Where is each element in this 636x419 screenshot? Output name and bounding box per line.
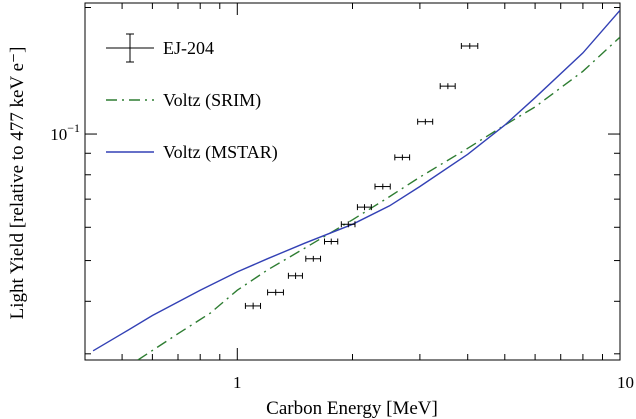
- legend-label: Voltz (MSTAR): [163, 142, 278, 163]
- series-lines: [92, 9, 620, 360]
- data-point: [340, 221, 356, 228]
- legend-entry: Voltz (SRIM): [106, 90, 261, 111]
- data-points: [244, 42, 479, 310]
- data-point: [287, 272, 303, 279]
- legend: EJ-204 Voltz (SRIM) Voltz (MSTAR): [106, 33, 278, 163]
- legend-entry: Voltz (MSTAR): [106, 142, 278, 163]
- x-axis-label: Carbon Energy [MeV]: [266, 398, 438, 419]
- x-tick-label: 10: [617, 373, 634, 392]
- x-tick-label: 1: [233, 373, 242, 392]
- data-point: [439, 83, 456, 90]
- series-line-2: [92, 9, 620, 352]
- data-point: [244, 302, 262, 310]
- y-axis-label: Light Yield [relative to 477 keV e⁻]: [7, 47, 28, 320]
- data-point: [417, 118, 434, 125]
- y-tick-label: 10−1: [50, 121, 80, 144]
- data-point: [267, 289, 284, 296]
- legend-label: Voltz (SRIM): [163, 90, 261, 111]
- data-point: [356, 204, 372, 211]
- data-point: [305, 255, 322, 262]
- data-point: [374, 183, 391, 190]
- legend-entry: EJ-204: [106, 33, 214, 63]
- data-point: [324, 238, 339, 245]
- data-point: [394, 154, 411, 161]
- legend-label: EJ-204: [163, 38, 214, 58]
- axis-tick-labels: 1 10 10−1: [50, 121, 634, 392]
- axis-ticks: [84, 3, 621, 360]
- data-point: [460, 42, 479, 49]
